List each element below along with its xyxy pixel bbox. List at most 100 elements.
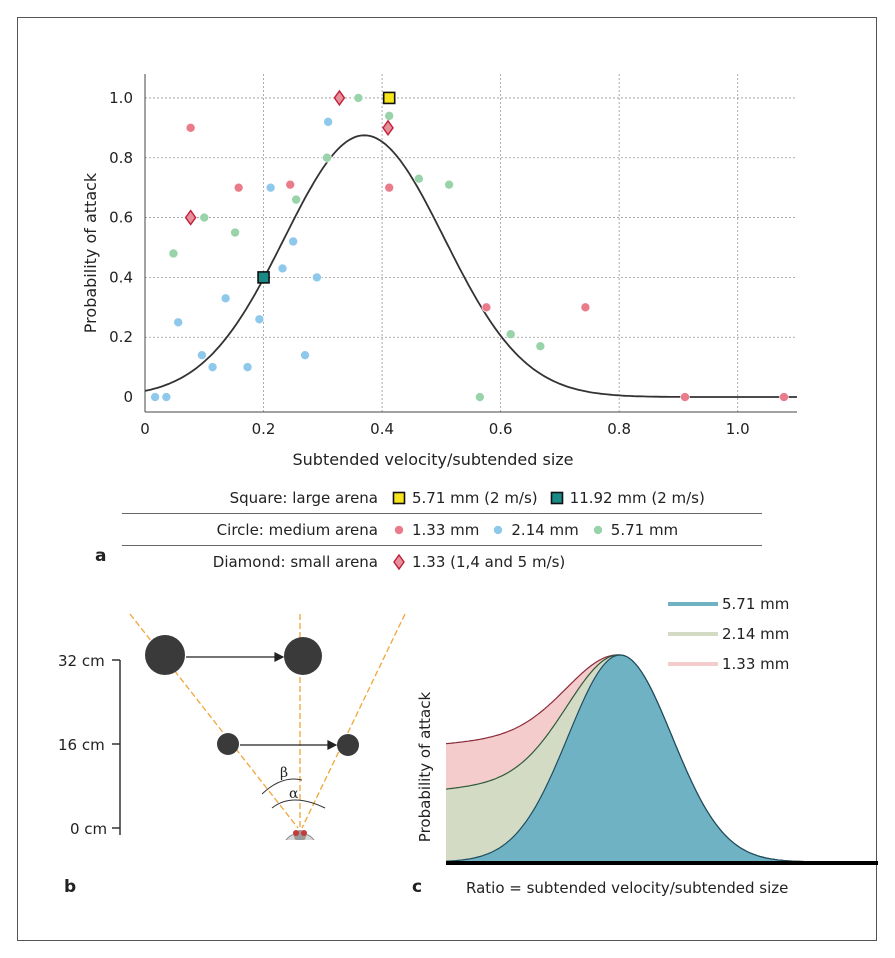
circle-marker-icon (394, 524, 404, 535)
data-point (185, 123, 196, 133)
legend-marker (393, 553, 405, 570)
target-large-start (145, 635, 185, 675)
x-tick-label: 0.2 (252, 420, 276, 438)
x-tick-label: 0.6 (489, 420, 513, 438)
data-point (444, 179, 454, 190)
legend-row: Circle: medium arena 1.33 mm 2.14 mm 5.71 m… (122, 514, 762, 546)
data-point (779, 392, 789, 402)
data-point (505, 329, 516, 340)
data-point (173, 317, 183, 328)
data-point (254, 314, 265, 325)
motion-arrow-top (186, 652, 285, 662)
legend-entry-label: 5.71 mm (610, 520, 679, 539)
data-point (291, 194, 301, 205)
data-point (197, 350, 207, 360)
data-point (382, 119, 394, 137)
legend-swatch-icon (668, 602, 718, 606)
panel-c-letter: c (412, 877, 423, 897)
scale-label-16: 16 cm (58, 736, 105, 754)
y-tick-label: 0 (123, 388, 133, 406)
panel-c-legend-entry: 2.14 mm (668, 619, 789, 649)
diamond-marker-icon (393, 553, 405, 570)
data-point (353, 93, 364, 103)
y-tick-label: 1.0 (109, 89, 133, 107)
data-point (242, 362, 253, 372)
data-point (168, 248, 179, 259)
data-point (184, 209, 197, 226)
legend-row: Diamond: small arena 1.33 (1,4 and 5 m/s) (122, 546, 762, 577)
angle-alpha-arc (271, 799, 326, 809)
legend-marker (493, 524, 504, 535)
angle-alpha-label: α (289, 786, 299, 802)
legend-entry-label: 1.33 (1,4 and 5 m/s) (412, 552, 566, 571)
circle-marker-icon (493, 524, 504, 535)
y-tick-label: 0.2 (109, 328, 133, 346)
panel-c-ylabel: Probability of attack (416, 691, 434, 843)
panel-c-legend-entry: 5.71 mm (668, 589, 789, 619)
legend-swatch-icon (668, 632, 718, 636)
data-point (535, 341, 546, 351)
panel-b-letter: b (64, 877, 77, 897)
data-point (300, 350, 310, 360)
distance-diagram (112, 613, 406, 840)
motion-arrow-bottom (240, 740, 338, 750)
data-point (199, 212, 210, 223)
legend-table: Square: large arena 5.71 mm (2 m/s) 11.92 … (122, 482, 762, 577)
legend-entry: 2.14 mm (489, 520, 579, 539)
scale-bar (112, 659, 121, 835)
panel-c-xlabel: Ratio = subtended velocity/subtended siz… (466, 879, 789, 897)
data-point (285, 179, 296, 190)
legend-entry: 11.92 mm (2 m/s) (548, 489, 705, 507)
scatter-plot: 0 0.2 0.4 0.6 0.8 1.0 0 0.2 0.4 0.6 0.8 1.0 Subtende… (81, 74, 797, 469)
legend-marker (394, 524, 404, 535)
data-point (323, 117, 333, 127)
legend-entry-label: 1.33 mm (412, 520, 480, 539)
legend-entry-label: 2.14 mm (511, 520, 579, 539)
legend-entry-label: 11.92 mm (2 m/s) (569, 488, 705, 507)
legend-label: 1.33 mm (722, 655, 790, 673)
square-marker-icon (550, 491, 563, 504)
legend-shape-label: Diamond: small arena (212, 552, 378, 571)
legend-entry: 5.71 mm (2 m/s) (390, 489, 538, 507)
legend-row: Square: large arena 5.71 mm (2 m/s) 11.92 … (122, 482, 762, 514)
fly-icon (279, 830, 321, 840)
data-point (207, 362, 218, 372)
data-point (382, 91, 396, 105)
legend-entry: 1.33 mm (390, 521, 479, 539)
data-point (580, 302, 591, 313)
area-series (446, 655, 878, 862)
legend-entry: 1.33 (1,4 and 5 m/s) (390, 553, 565, 571)
angle-beta-label: β (280, 765, 289, 781)
legend-swatch-icon (668, 662, 718, 666)
x-axis-label: Subtended velocity/subtended size (292, 450, 573, 469)
data-point (333, 89, 346, 107)
target-large-end (284, 637, 322, 675)
data-point (257, 271, 270, 284)
data-point (277, 263, 288, 274)
square-marker-icon (392, 491, 406, 504)
legend-marker (550, 491, 563, 504)
data-point (230, 227, 240, 238)
data-point (384, 111, 395, 121)
data-point (288, 236, 298, 247)
data-point (220, 293, 231, 304)
data-point (265, 182, 276, 193)
x-tick-label: 0.8 (607, 420, 631, 438)
legend-shape-label: Circle: medium arena (216, 520, 378, 539)
y-tick-label: 0.6 (109, 209, 133, 227)
data-point (312, 272, 322, 283)
circle-marker-icon (592, 524, 603, 535)
data-point (233, 182, 244, 193)
panel-c-legend-entry: 1.33 mm (668, 649, 789, 679)
x-tick-label: 0 (140, 420, 150, 438)
target-small-start (217, 733, 239, 755)
y-tick-label: 0.8 (109, 149, 133, 167)
target-small-end (337, 734, 359, 756)
scale-label-32: 32 cm (58, 652, 105, 670)
data-point (161, 392, 172, 402)
data-point (150, 392, 160, 402)
legend-shape-label: Square: large arena (229, 488, 378, 507)
y-tick-label: 0.4 (109, 268, 133, 286)
y-axis-label: Probability of attack (81, 172, 100, 333)
data-point (475, 392, 485, 402)
